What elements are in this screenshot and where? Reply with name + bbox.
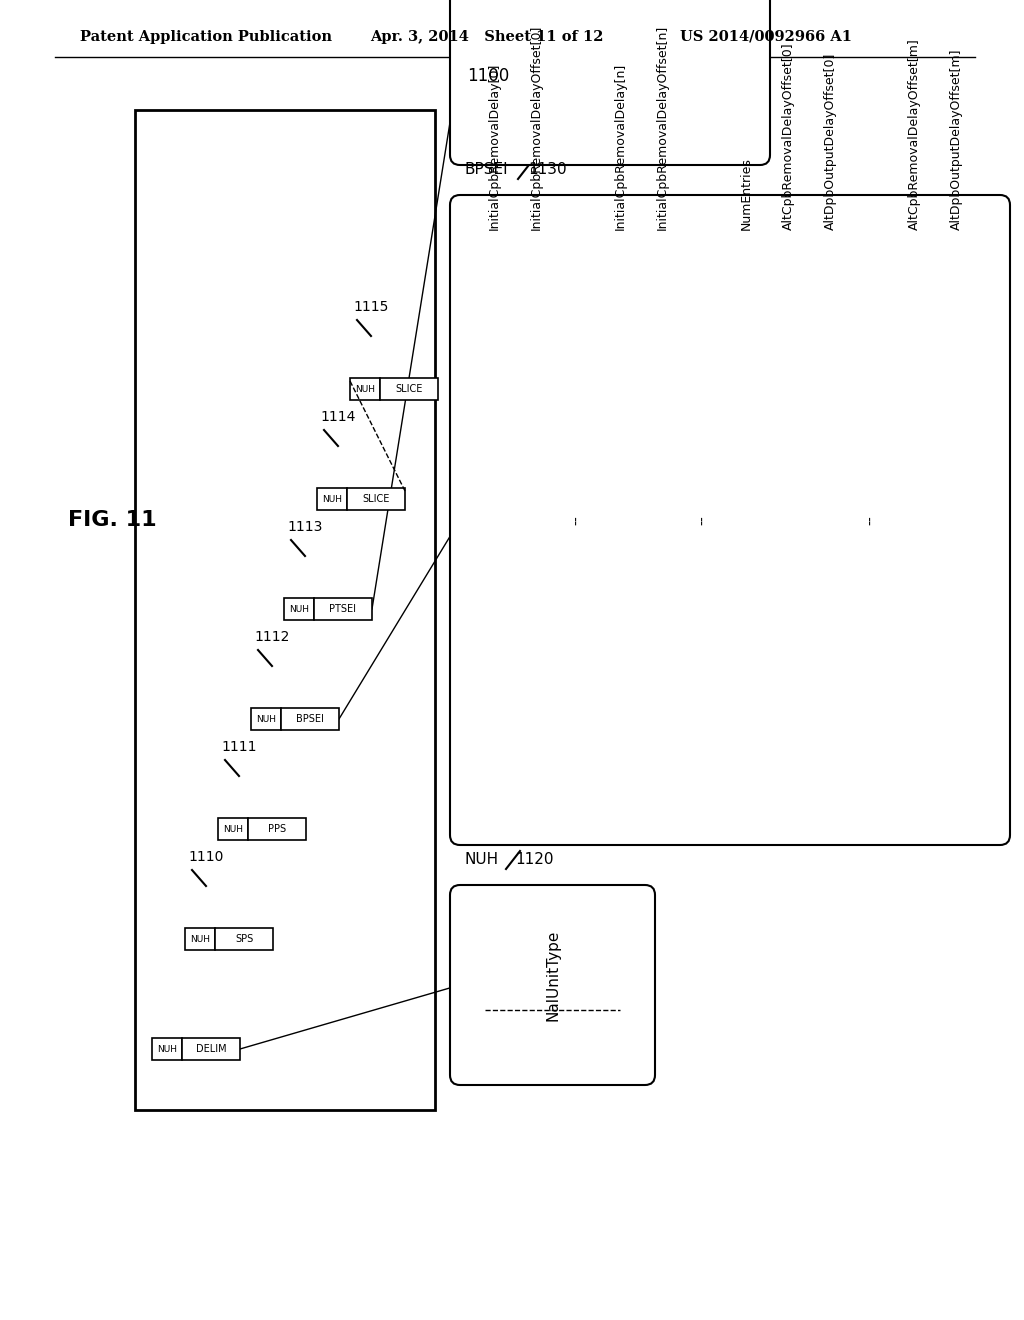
Text: SPS: SPS <box>234 935 253 944</box>
Text: NUH: NUH <box>256 714 276 723</box>
Text: InitialCpbRemovalDelay[n]: InitialCpbRemovalDelay[n] <box>614 63 627 230</box>
Text: DELIM: DELIM <box>196 1044 226 1053</box>
Text: InitialCpbRemovalDelay[0]: InitialCpbRemovalDelay[0] <box>488 62 501 230</box>
FancyBboxPatch shape <box>450 0 770 165</box>
Text: NUH: NUH <box>190 935 210 944</box>
Bar <box>185 928 215 950</box>
Text: SLICE: SLICE <box>362 494 390 504</box>
FancyBboxPatch shape <box>450 884 655 1085</box>
Text: 1111: 1111 <box>221 741 256 754</box>
Text: 1110: 1110 <box>188 850 223 865</box>
Text: 1100: 1100 <box>467 67 509 84</box>
Text: BPSEI: BPSEI <box>296 714 324 723</box>
Text: --: -- <box>570 515 584 525</box>
Bar <box>152 1038 182 1060</box>
Text: Apr. 3, 2014   Sheet 11 of 12: Apr. 3, 2014 Sheet 11 of 12 <box>370 30 603 44</box>
Bar <box>350 378 380 400</box>
Text: 1114: 1114 <box>319 411 355 424</box>
Text: AltCpbRemovalDelayOffset[0]: AltCpbRemovalDelayOffset[0] <box>782 42 795 230</box>
Text: Patent Application Publication: Patent Application Publication <box>80 30 332 44</box>
Text: SLICE: SLICE <box>395 384 423 393</box>
Bar <box>347 488 406 510</box>
Text: 1112: 1112 <box>254 630 290 644</box>
Bar <box>218 818 248 840</box>
Bar <box>317 488 347 510</box>
Text: InitialCpbRemovalDelayOffset[n]: InitialCpbRemovalDelayOffset[n] <box>656 25 669 230</box>
Text: --: -- <box>864 515 878 525</box>
Text: PPS: PPS <box>268 824 286 834</box>
Text: AltCpbRemovalDelayOffset[m]: AltCpbRemovalDelayOffset[m] <box>908 38 921 230</box>
Bar <box>215 928 273 950</box>
Text: --: -- <box>696 515 710 525</box>
Bar <box>314 598 372 620</box>
Text: InitialCpbRemovalDelayOffset[0]: InitialCpbRemovalDelayOffset[0] <box>530 25 543 230</box>
Text: PTSEI: PTSEI <box>330 605 356 614</box>
Text: NUH: NUH <box>223 825 243 833</box>
Text: 1113: 1113 <box>287 520 323 535</box>
Text: FIG. 11: FIG. 11 <box>68 510 157 531</box>
Text: 1120: 1120 <box>515 853 554 867</box>
Text: 1130: 1130 <box>528 162 566 177</box>
Text: US 2014/0092966 A1: US 2014/0092966 A1 <box>680 30 852 44</box>
Bar <box>135 110 435 1110</box>
Text: AltDpbOutputDelayOffset[0]: AltDpbOutputDelayOffset[0] <box>824 53 837 230</box>
Bar <box>182 1038 240 1060</box>
Bar <box>284 598 314 620</box>
Text: NalUnitType: NalUnitType <box>545 929 560 1020</box>
Text: 1115: 1115 <box>353 300 388 314</box>
Text: BPSEI: BPSEI <box>465 162 509 177</box>
Bar <box>248 818 306 840</box>
Bar <box>281 708 339 730</box>
Text: NUH: NUH <box>322 495 342 503</box>
Bar <box>380 378 438 400</box>
FancyBboxPatch shape <box>450 195 1010 845</box>
Text: NumEntries: NumEntries <box>740 157 753 230</box>
Bar <box>251 708 281 730</box>
Text: NUH: NUH <box>157 1044 177 1053</box>
Text: NUH: NUH <box>355 384 375 393</box>
Text: AltDpbOutputDelayOffset[m]: AltDpbOutputDelayOffset[m] <box>950 49 963 230</box>
Text: NUH: NUH <box>465 853 499 867</box>
Text: NUH: NUH <box>289 605 309 614</box>
